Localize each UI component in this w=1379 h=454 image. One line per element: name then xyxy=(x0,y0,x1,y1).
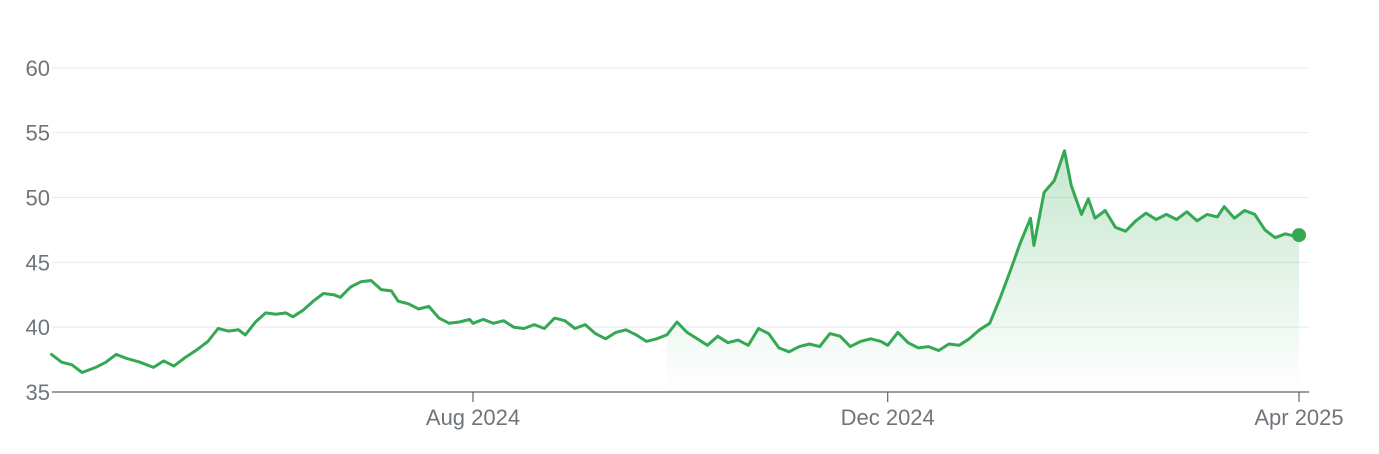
last-point-marker-layer xyxy=(1292,228,1306,243)
y-tick-label-35: 35 xyxy=(26,380,50,405)
y-tick-label-60: 60 xyxy=(26,56,50,81)
x-tick-label-0: Aug 2024 xyxy=(426,405,520,430)
y-tick-label-50: 50 xyxy=(26,185,50,210)
area-fill-layer xyxy=(666,150,1299,392)
y-tick-label-55: 55 xyxy=(26,121,50,146)
x-tick-label-2: Apr 2025 xyxy=(1254,405,1343,430)
price-line xyxy=(50,149,1301,374)
y-tick-label-45: 45 xyxy=(26,250,50,275)
x-axis-tick-labels: Aug 2024 Dec 2024 Apr 2025 xyxy=(426,392,1344,430)
price-area-fill xyxy=(666,150,1299,392)
x-tick-label-1: Dec 2024 xyxy=(841,405,935,430)
price-line-layer xyxy=(50,149,1301,374)
y-axis-tick-labels: 35 40 45 50 55 60 xyxy=(26,56,50,405)
y-tick-label-40: 40 xyxy=(26,315,50,340)
last-price-marker[interactable] xyxy=(1292,228,1306,243)
